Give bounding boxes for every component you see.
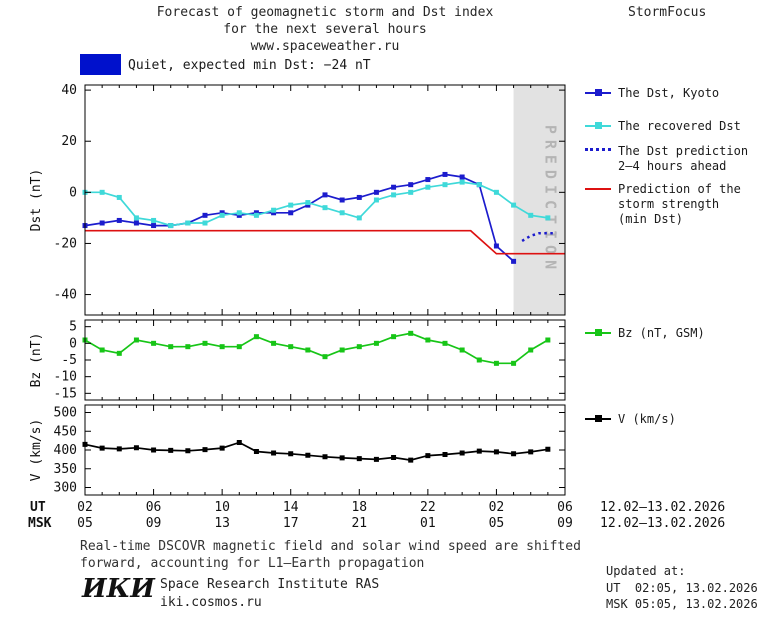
svg-text:21: 21: [351, 516, 367, 531]
svg-text:02: 02: [77, 500, 93, 515]
title-line-2: for the next several hours: [223, 22, 427, 37]
svg-text:PREDICTION: PREDICTION: [541, 125, 559, 275]
svg-text:-5: -5: [61, 353, 77, 368]
legend-bz: Bz (nT, GSM): [585, 326, 705, 341]
dst-prediction-swatch-icon: [585, 146, 611, 157]
footnote-line1: Real-time DSCOVR magnetic field and sola…: [80, 539, 581, 554]
storm-strength-swatch-icon: [585, 184, 611, 195]
title-line-1: Forecast of geomagnetic storm and Dst in…: [156, 5, 494, 20]
svg-text:06: 06: [146, 500, 162, 515]
bz-swatch-icon: [585, 328, 611, 339]
dst-kyoto-swatch-icon: [585, 88, 611, 99]
page-title: Forecast of geomagnetic storm and Dst in…: [85, 4, 565, 55]
updated-at-ut: UT 02:05, 13.02.2026: [606, 581, 758, 595]
svg-text:09: 09: [557, 516, 573, 531]
legend-dst-prediction-label: The Dst prediction 2–4 hours ahead: [618, 144, 748, 174]
svg-text:40: 40: [61, 83, 77, 98]
svg-text:350: 350: [54, 462, 77, 477]
storm-level-swatch: [80, 54, 121, 75]
updated-at-label: Updated at:: [606, 564, 686, 578]
x-axis-ut-label: UT: [30, 500, 46, 515]
x-axis-msk-label: MSK: [28, 516, 52, 531]
msk-date-range: 12.02–13.02.2026: [600, 516, 726, 531]
ut-date-range: 12.02–13.02.2026: [600, 500, 726, 515]
legend-dst-prediction-line1: The Dst prediction: [618, 144, 749, 158]
svg-text:17: 17: [283, 516, 299, 531]
svg-text:02: 02: [489, 500, 505, 515]
iki-logo: ИКИ: [82, 574, 155, 604]
legend-recovered-dst-label: The recovered Dst: [618, 119, 741, 133]
legend-dst-kyoto-label: The Dst, Kyoto: [618, 86, 720, 100]
updated-at-msk: MSK 05:05, 13.02.2026: [606, 597, 758, 611]
svg-text:Bz (nT): Bz (nT): [29, 333, 44, 388]
legend-storm-strength-line2: storm strength: [618, 197, 720, 211]
svg-text:400: 400: [54, 443, 77, 458]
institute-name: Space Research Institute RAS: [160, 577, 380, 592]
svg-text:13: 13: [214, 516, 230, 531]
legend-storm-strength-label: Prediction of the storm strength (min Ds…: [618, 182, 741, 227]
legend-storm-strength: Prediction of the storm strength (min Ds…: [585, 182, 741, 227]
legend-v: V (km/s): [585, 412, 676, 427]
legend-recovered-dst: The recovered Dst: [585, 119, 741, 134]
legend-dst-kyoto: The Dst, Kyoto: [585, 86, 719, 101]
svg-text:09: 09: [146, 516, 162, 531]
svg-text:05: 05: [77, 516, 93, 531]
svg-text:0: 0: [69, 336, 77, 351]
svg-text:-40: -40: [54, 288, 77, 303]
footnote: Real-time DSCOVR magnetic field and sola…: [80, 538, 581, 572]
legend-storm-strength-line3: (min Dst): [618, 212, 684, 226]
svg-text:01: 01: [420, 516, 436, 531]
svg-text:18: 18: [351, 500, 367, 515]
footnote-line2: forward, accounting for L1–Earth propaga…: [80, 556, 425, 571]
svg-text:500: 500: [54, 406, 77, 421]
legend-storm-strength-line1: Prediction of the: [618, 182, 741, 196]
legend-v-label: V (km/s): [618, 412, 676, 426]
legend-dst-prediction: The Dst prediction 2–4 hours ahead: [585, 144, 748, 174]
legend-dst-prediction-line2: 2–4 hours ahead: [618, 159, 727, 173]
svg-text:22: 22: [420, 500, 436, 515]
svg-text:06: 06: [557, 500, 573, 515]
svg-text:450: 450: [54, 424, 77, 439]
v-swatch-icon: [585, 414, 611, 425]
svg-text:-10: -10: [54, 370, 77, 385]
institute-website: iki.cosmos.ru: [160, 595, 262, 610]
svg-text:10: 10: [214, 500, 230, 515]
legend-bz-label: Bz (nT, GSM): [618, 326, 705, 340]
svg-text:Dst (nT): Dst (nT): [29, 169, 44, 232]
svg-text:V (km/s): V (km/s): [29, 419, 44, 482]
svg-text:300: 300: [54, 481, 77, 496]
svg-text:14: 14: [283, 500, 299, 515]
title-website: www.spaceweather.ru: [250, 39, 400, 54]
svg-text:20: 20: [61, 134, 77, 149]
storm-level-label: Quiet, expected min Dst: −24 nT: [128, 58, 371, 73]
svg-text:5: 5: [69, 320, 77, 335]
recovered-dst-swatch-icon: [585, 121, 611, 132]
brand-stormfocus: StormFocus: [628, 5, 707, 20]
svg-text:05: 05: [489, 516, 505, 531]
svg-text:0: 0: [69, 185, 77, 200]
svg-text:-20: -20: [54, 236, 77, 251]
svg-text:-15: -15: [54, 386, 77, 401]
